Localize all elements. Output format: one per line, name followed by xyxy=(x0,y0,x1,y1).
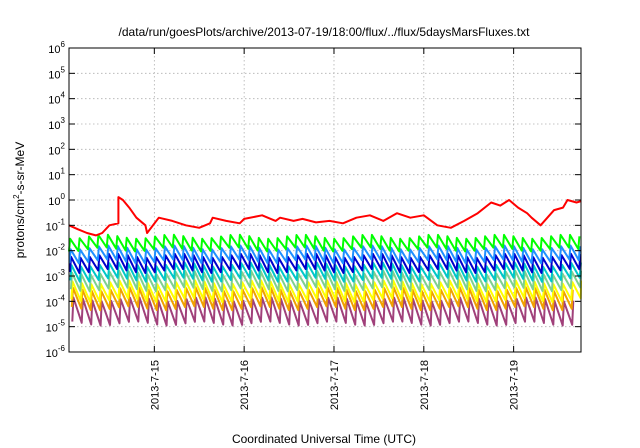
series-line xyxy=(70,279,582,304)
series-layer xyxy=(68,196,582,327)
series-line xyxy=(71,296,575,327)
chart-title: /data/run/goesPlots/archive/2013-07-19/1… xyxy=(119,25,531,39)
y-tick-label: 103 xyxy=(48,116,65,132)
y-tick-label: 10-2 xyxy=(46,243,66,259)
y-tick-label: 10-1 xyxy=(46,217,66,233)
x-tick-label: 2013-7-17 xyxy=(329,360,341,410)
x-axis-label: Coordinated Universal Time (UTC) xyxy=(232,432,416,446)
y-tick-label: 10-4 xyxy=(46,293,66,309)
y-tick-label: 101 xyxy=(48,167,65,183)
y-tick-label: 106 xyxy=(48,40,65,56)
series-line xyxy=(68,244,581,265)
y-tick-label: 10-5 xyxy=(46,319,66,335)
y-tick-label: 104 xyxy=(48,91,65,107)
x-tick-label: 2013-7-19 xyxy=(509,360,521,410)
series-line xyxy=(68,233,581,253)
y-tick-label: 10-3 xyxy=(46,268,66,284)
y-tick-label: 10-6 xyxy=(46,344,66,360)
series-line xyxy=(68,196,582,237)
series-line xyxy=(69,269,582,293)
x-tick-label: 2013-7-16 xyxy=(239,360,251,410)
series-line xyxy=(70,286,574,312)
y-tick-label: 102 xyxy=(48,141,65,157)
y-tick-label: 100 xyxy=(48,192,65,208)
x-tick-label: 2013-7-18 xyxy=(419,360,431,410)
y-axis-label: protons/cm2-s-sr-MeV xyxy=(12,142,27,258)
x-axis: 2013-7-15 2013-7-16 2013-7-17 2013-7-18 2013… xyxy=(149,48,521,410)
y-axis: 10-6 10-5 10-4 10-3 10-2 10-1 100 101 102 103 104 1… xyxy=(46,40,581,360)
x-tick-label: 2013-7-15 xyxy=(149,360,161,410)
y-tick-label: 105 xyxy=(48,65,65,81)
series-line xyxy=(68,252,582,274)
series-line xyxy=(69,261,582,283)
